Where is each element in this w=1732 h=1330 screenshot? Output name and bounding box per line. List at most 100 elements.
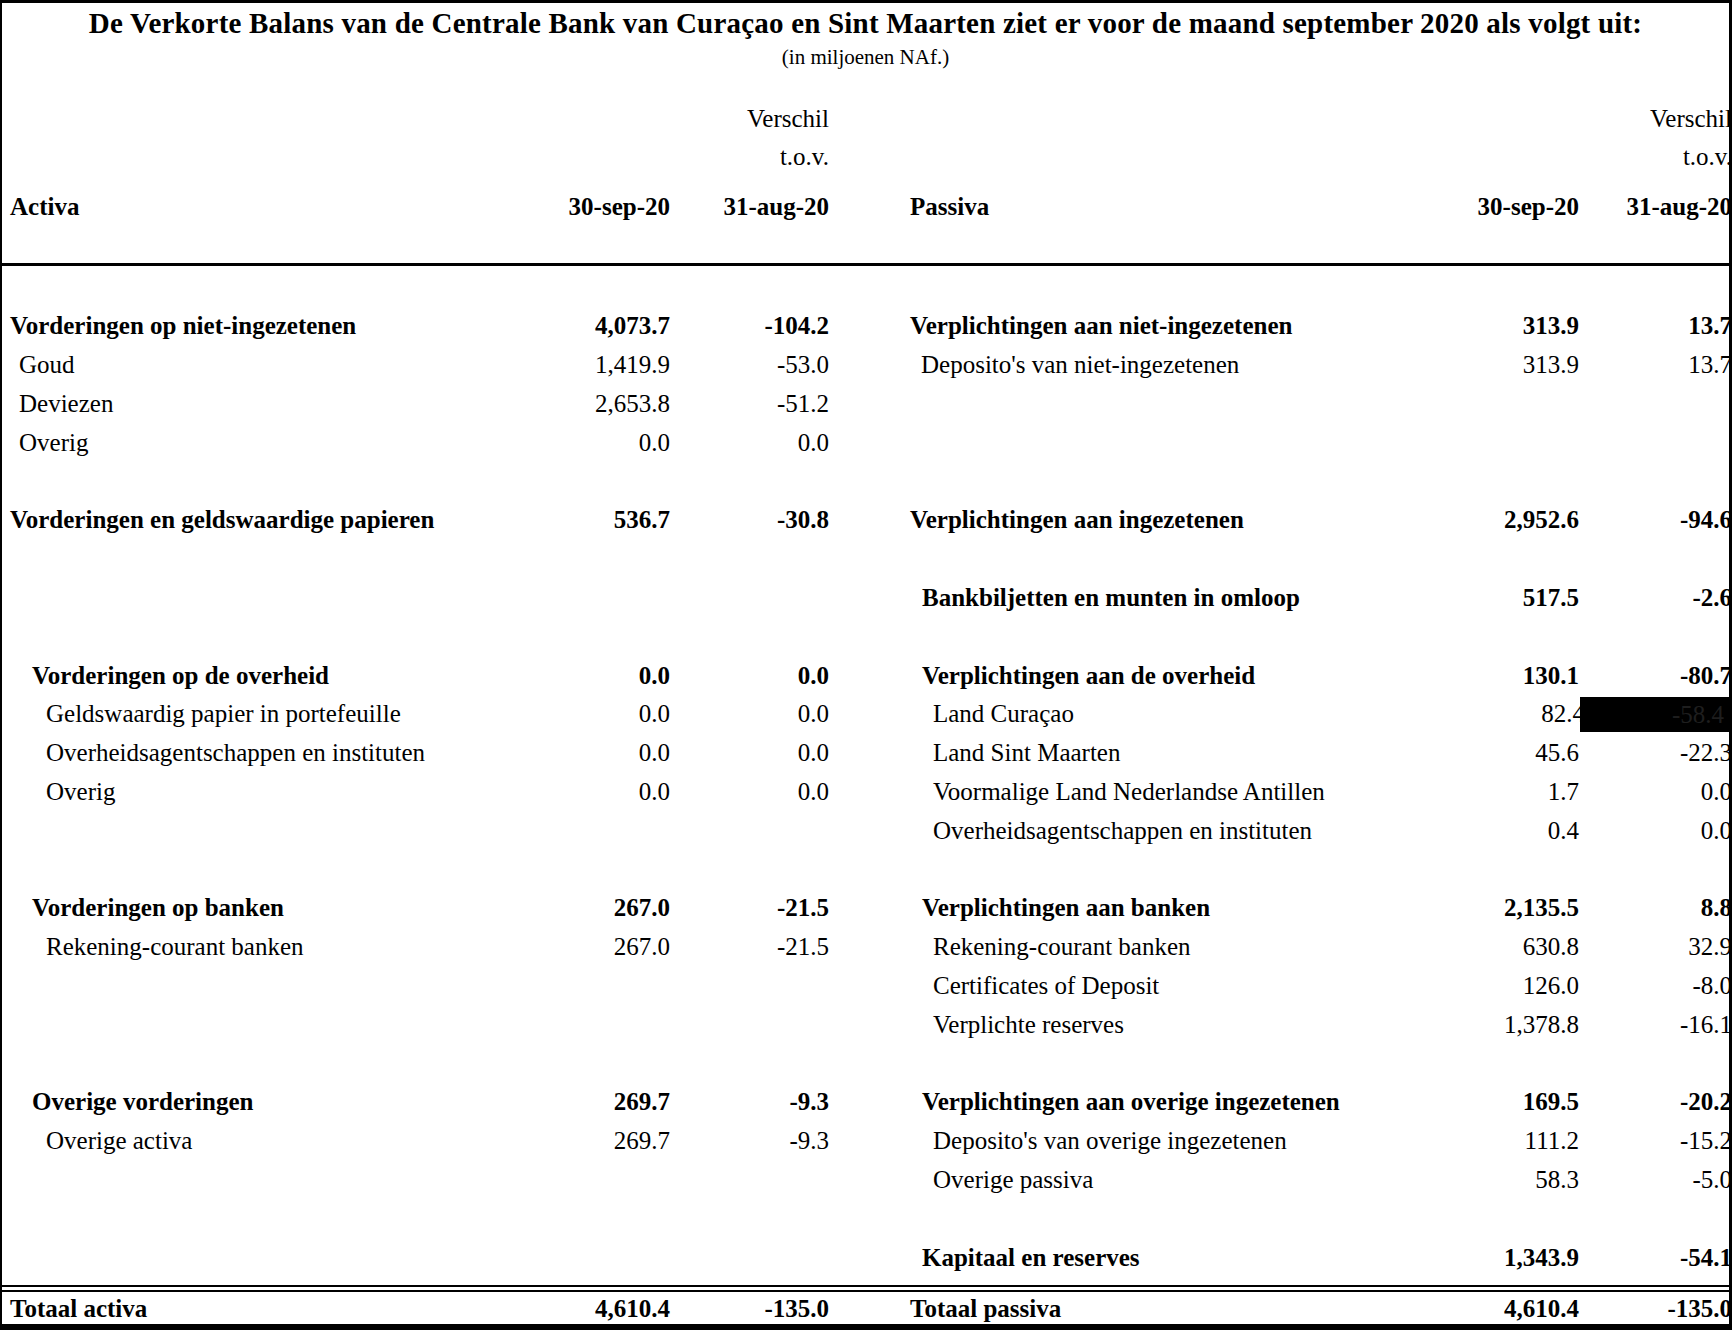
row-aug-value: -21.5 [670, 933, 829, 961]
row-sep-value: 58.3 [1422, 1166, 1579, 1194]
row-label: Overheidsagentschappen en instituten [910, 817, 1422, 845]
verschil-label: Verschil [670, 105, 829, 133]
page-title: De Verkorte Balans van de Centrale Bank … [2, 7, 1729, 40]
passiva-header-group: Verschil t.o.v. Passiva 30-sep-20 31-aug… [910, 95, 1732, 221]
activa-column-header: Activa [2, 193, 510, 221]
row-label: Bankbiljetten en munten in omloop [910, 584, 1422, 612]
balance-row [910, 423, 1732, 462]
row-label: Verplichtingen aan de overheid [910, 662, 1422, 690]
totaal-passiva-row: Totaal passiva 4,610.4 -135.0 [910, 1294, 1732, 1324]
row-aug-value: 0.0 [670, 429, 829, 457]
balance-row [2, 1199, 829, 1238]
balance-row: Rekening-courant banken267.0-21.5 [2, 928, 829, 967]
page-subtitle: (in miljoenen NAf.) [2, 45, 1729, 70]
row-sep-value: 126.0 [1422, 972, 1579, 1000]
row-aug-value: 0.0 [670, 662, 829, 690]
row-aug-value: -53.0 [670, 351, 829, 379]
row-sep-value: 130.1 [1422, 662, 1579, 690]
balance-row: Goud1,419.9-53.0 [2, 346, 829, 385]
row-aug-value: -104.2 [670, 312, 829, 340]
balance-row: Geldswaardig papier in portefeuille0.00.… [2, 695, 829, 734]
row-sep-value: 313.9 [1422, 312, 1579, 340]
balance-row [2, 967, 829, 1006]
row-sep-value: 45.6 [1422, 739, 1579, 767]
row-label: Deviezen [2, 390, 510, 418]
row-sep-value: 0.0 [510, 778, 670, 806]
balance-row [910, 462, 1732, 501]
header-row: t.o.v. [2, 133, 829, 171]
row-aug-value: 0.0 [1579, 778, 1732, 806]
row-sep-value: 630.8 [1422, 933, 1579, 961]
row-sep-value: 269.7 [510, 1088, 670, 1116]
row-aug-value: -8.0 [1579, 972, 1732, 1000]
balance-row [2, 850, 829, 889]
row-sep-value: 169.5 [1422, 1088, 1579, 1116]
row-aug-value: -80.7 [1579, 662, 1732, 690]
header-row: Verschil [910, 95, 1732, 133]
totaal-activa-row: Totaal activa 4,610.4 -135.0 [2, 1294, 829, 1324]
balance-row [2, 1005, 829, 1044]
balance-row: Verplichtingen aan banken2,135.58.8 [910, 889, 1732, 928]
balance-sheet-page: De Verkorte Balans van de Centrale Bank … [0, 0, 1732, 1330]
passiva-column-header: Passiva [910, 193, 1422, 221]
row-aug-value: 0.0 [670, 739, 829, 767]
balance-row: Vorderingen op de overheid0.00.0 [2, 656, 829, 695]
row-aug-value: 13.7 [1579, 312, 1732, 340]
row-sep-value: 4,073.7 [510, 312, 670, 340]
balance-row [2, 462, 829, 501]
row-aug-value: -94.6 [1579, 506, 1732, 534]
balance-row [2, 1161, 829, 1200]
row-label: Deposito's van niet-ingezetenen [910, 351, 1422, 379]
balance-row [910, 540, 1732, 579]
balance-row: Overheidsagentschappen en instituten0.40… [910, 811, 1732, 850]
header-row: t.o.v. [910, 133, 1732, 171]
row-sep-value: 313.9 [1422, 351, 1579, 379]
totaal-activa-label: Totaal activa [2, 1295, 510, 1323]
balance-row: Deposito's van overige ingezetenen111.2-… [910, 1122, 1732, 1161]
totals-double-rule-top [2, 1285, 1729, 1287]
balance-row: Verplichtingen aan niet-ingezetenen313.9… [910, 307, 1732, 346]
balance-row [910, 617, 1732, 656]
verschil-label: Verschil [1579, 105, 1732, 133]
aug-date-header: 31-aug-20 [670, 193, 829, 221]
row-label: Overig [2, 429, 510, 457]
balance-row [2, 811, 829, 850]
row-sep-value: 2,952.6 [1422, 506, 1579, 534]
balance-row [2, 1238, 829, 1277]
row-aug-value: -51.2 [670, 390, 829, 418]
balance-row: Bankbiljetten en munten in omloop517.5-2… [910, 579, 1732, 618]
row-label: Verplichtingen aan banken [910, 894, 1422, 922]
balance-row: Kapitaal en reserves1,343.9-54.1 [910, 1238, 1732, 1277]
row-sep-value: 269.7 [510, 1127, 670, 1155]
totaal-passiva-sep-value: 4,610.4 [1422, 1295, 1579, 1323]
balance-row [2, 579, 829, 618]
row-label: Overige passiva [910, 1166, 1422, 1194]
activa-rows: Vorderingen op niet-ingezetenen4,073.7-1… [2, 307, 829, 1277]
balance-row: Land Curaçao82.4-58.4 [910, 695, 1732, 734]
balance-row [2, 1044, 829, 1083]
row-sep-value: 82.4 [1428, 700, 1585, 728]
totaal-passiva-aug-value: -135.0 [1579, 1295, 1732, 1323]
balance-row: Verplichte reserves1,378.8-16.1 [910, 1005, 1732, 1044]
row-sep-value: 0.0 [510, 739, 670, 767]
row-label: Overige vorderingen [2, 1088, 510, 1116]
row-label: Rekening-courant banken [910, 933, 1422, 961]
row-label: Vorderingen op banken [2, 894, 510, 922]
row-label: Land Curaçao [910, 700, 1428, 728]
balance-row: Voormalige Land Nederlandse Antillen1.70… [910, 773, 1732, 812]
row-sep-value: 267.0 [510, 933, 670, 961]
row-label: Vorderingen op niet-ingezetenen [2, 312, 510, 340]
balance-row: Overige passiva58.3-5.0 [910, 1161, 1732, 1200]
activa-header-group: Verschil t.o.v. Activa 30-sep-20 31-aug-… [2, 95, 829, 221]
row-sep-value: 1,343.9 [1422, 1244, 1579, 1272]
balance-row [910, 385, 1732, 424]
balance-row: Overige activa269.7-9.3 [2, 1122, 829, 1161]
balance-row [910, 1199, 1732, 1238]
balance-row: Overige vorderingen269.7-9.3 [2, 1083, 829, 1122]
row-sep-value: 1.7 [1422, 778, 1579, 806]
redaction-box: -58.4 [1580, 697, 1732, 732]
row-label: Verplichtingen aan niet-ingezetenen [910, 312, 1422, 340]
row-aug-value: 0.0 [670, 778, 829, 806]
aug-date-header: 31-aug-20 [1579, 193, 1732, 221]
totaal-activa-sep-value: 4,610.4 [510, 1295, 670, 1323]
